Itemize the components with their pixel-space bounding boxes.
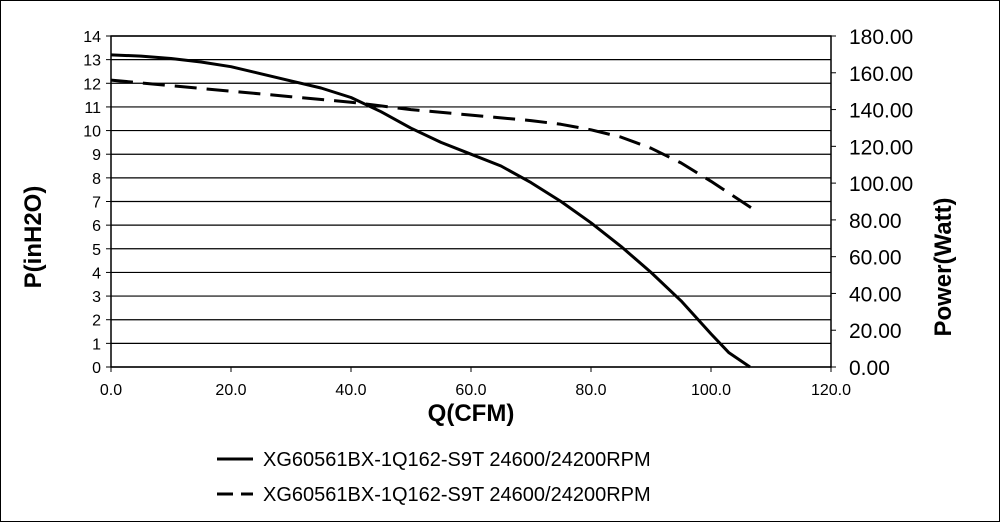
left-tick-label-3: 3 <box>92 289 101 306</box>
left-tick-label-9: 9 <box>92 147 101 164</box>
left-tick-label-12: 12 <box>83 76 101 93</box>
left-tick-label-2: 2 <box>92 313 101 330</box>
right-tick-label-6: 120.00 <box>849 136 913 159</box>
left-tick-label-0: 0 <box>92 360 101 377</box>
legend-dashed-label: XG60561BX-1Q162-S9T 24600/24200RPM <box>263 484 651 506</box>
right-tick-label-7: 140.00 <box>849 100 913 123</box>
right-tick-label-2: 40.00 <box>849 283 902 306</box>
x-axis-title: Q(CFM) <box>428 400 515 427</box>
y-axis-title: P(inH2O) <box>20 186 47 289</box>
right-tick-label-4: 80.00 <box>849 210 902 233</box>
right-tick-label-1: 20.00 <box>849 320 902 343</box>
right-tick-label-8: 160.00 <box>849 63 913 86</box>
power-curve-dashed <box>110 78 754 211</box>
left-tick-label-5: 5 <box>92 242 101 259</box>
bottom-tick-label-0: 0.0 <box>100 382 122 399</box>
right-tick-label-9: 180.00 <box>849 26 913 49</box>
left-tick-label-11: 11 <box>84 100 101 117</box>
bottom-tick-label-4: 80.0 <box>575 382 606 399</box>
bottom-tick-label-6: 120.0 <box>811 382 851 399</box>
gridlines <box>111 35 831 368</box>
right-tick-label-0: 0.00 <box>849 357 890 380</box>
series-layer <box>110 53 754 369</box>
bottom-tick-label-1: 20.0 <box>215 382 246 399</box>
left-tick-label-10: 10 <box>83 124 101 141</box>
pressure-curve-solid <box>110 53 751 369</box>
left-tick-label-7: 7 <box>92 195 101 212</box>
left-tick-label-8: 8 <box>92 171 101 188</box>
legend: XG60561BX-1Q162-S9T 24600/24200RPM XG605… <box>217 449 651 506</box>
y2-axis-title: Power(Watt) <box>930 197 957 336</box>
bottom-tick-label-3: 60.0 <box>455 382 486 399</box>
bottom-tick-label-5: 100.0 <box>691 382 731 399</box>
left-tick-label-1: 1 <box>92 336 101 353</box>
left-tick-label-4: 4 <box>92 265 101 282</box>
bottom-tick-label-2: 40.0 <box>335 382 366 399</box>
right-axis-ticks: 0.00 20.00 40.00 60.00 80.00 100.00 120.00 140.… <box>831 26 913 380</box>
right-tick-label-5: 100.00 <box>849 173 913 196</box>
legend-solid-label: XG60561BX-1Q162-S9T 24600/24200RPM <box>263 449 651 471</box>
left-tick-label-6: 6 <box>92 218 101 235</box>
right-tick-label-3: 60.00 <box>849 247 902 270</box>
left-tick-label-14: 14 <box>83 29 101 46</box>
left-tick-label-13: 13 <box>83 53 101 70</box>
bottom-axis-ticks: 0.0 20.0 40.0 60.0 80.0 100.0 120.0 <box>100 367 851 399</box>
